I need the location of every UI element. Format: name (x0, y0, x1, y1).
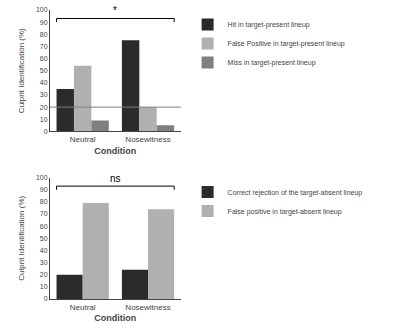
svg-text:30: 30 (40, 91, 48, 98)
svg-text:10: 10 (40, 283, 48, 290)
svg-text:20: 20 (40, 104, 48, 111)
svg-text:False positive in target-absen: False positive in target-absent lineup (228, 208, 342, 216)
svg-text:Nosewitness: Nosewitness (125, 135, 170, 144)
svg-text:Neutral: Neutral (70, 303, 96, 312)
svg-text:70: 70 (40, 43, 48, 50)
svg-text:10: 10 (40, 116, 48, 123)
svg-text:Correct rejection of the targe: Correct rejection of the target-absent l… (228, 189, 363, 197)
svg-text:0: 0 (44, 295, 48, 302)
svg-text:70: 70 (40, 210, 48, 217)
svg-text:Miss in target-present lineup: Miss in target-present lineup (228, 59, 316, 67)
svg-text:30: 30 (40, 259, 48, 266)
svg-text:Culprit Identification (%): Culprit Identification (%) (17, 196, 26, 281)
svg-text:50: 50 (40, 67, 48, 74)
svg-text:60: 60 (40, 223, 48, 230)
svg-text:100: 100 (36, 6, 48, 13)
svg-text:*: * (113, 5, 117, 16)
svg-text:40: 40 (40, 79, 48, 86)
svg-text:40: 40 (40, 247, 48, 254)
svg-text:False Positive in target-prese: False Positive in target-present lineup (228, 40, 345, 48)
svg-text:60: 60 (40, 55, 48, 62)
svg-text:50: 50 (40, 235, 48, 242)
svg-text:0: 0 (44, 128, 48, 135)
svg-text:Hit in target-present lineup: Hit in target-present lineup (228, 21, 310, 29)
svg-text:Condition: Condition (94, 313, 136, 323)
svg-text:90: 90 (40, 19, 48, 26)
svg-text:100: 100 (36, 174, 48, 181)
svg-text:90: 90 (40, 186, 48, 193)
svg-text:Condition: Condition (94, 146, 136, 156)
svg-text:Nosewitness: Nosewitness (125, 303, 170, 312)
svg-text:80: 80 (40, 198, 48, 205)
svg-text:20: 20 (40, 271, 48, 278)
svg-text:Culprit Identification (%): Culprit Identification (%) (17, 28, 26, 113)
svg-text:Neutral: Neutral (70, 135, 96, 144)
svg-text:80: 80 (40, 31, 48, 38)
svg-text:ns: ns (110, 173, 121, 184)
